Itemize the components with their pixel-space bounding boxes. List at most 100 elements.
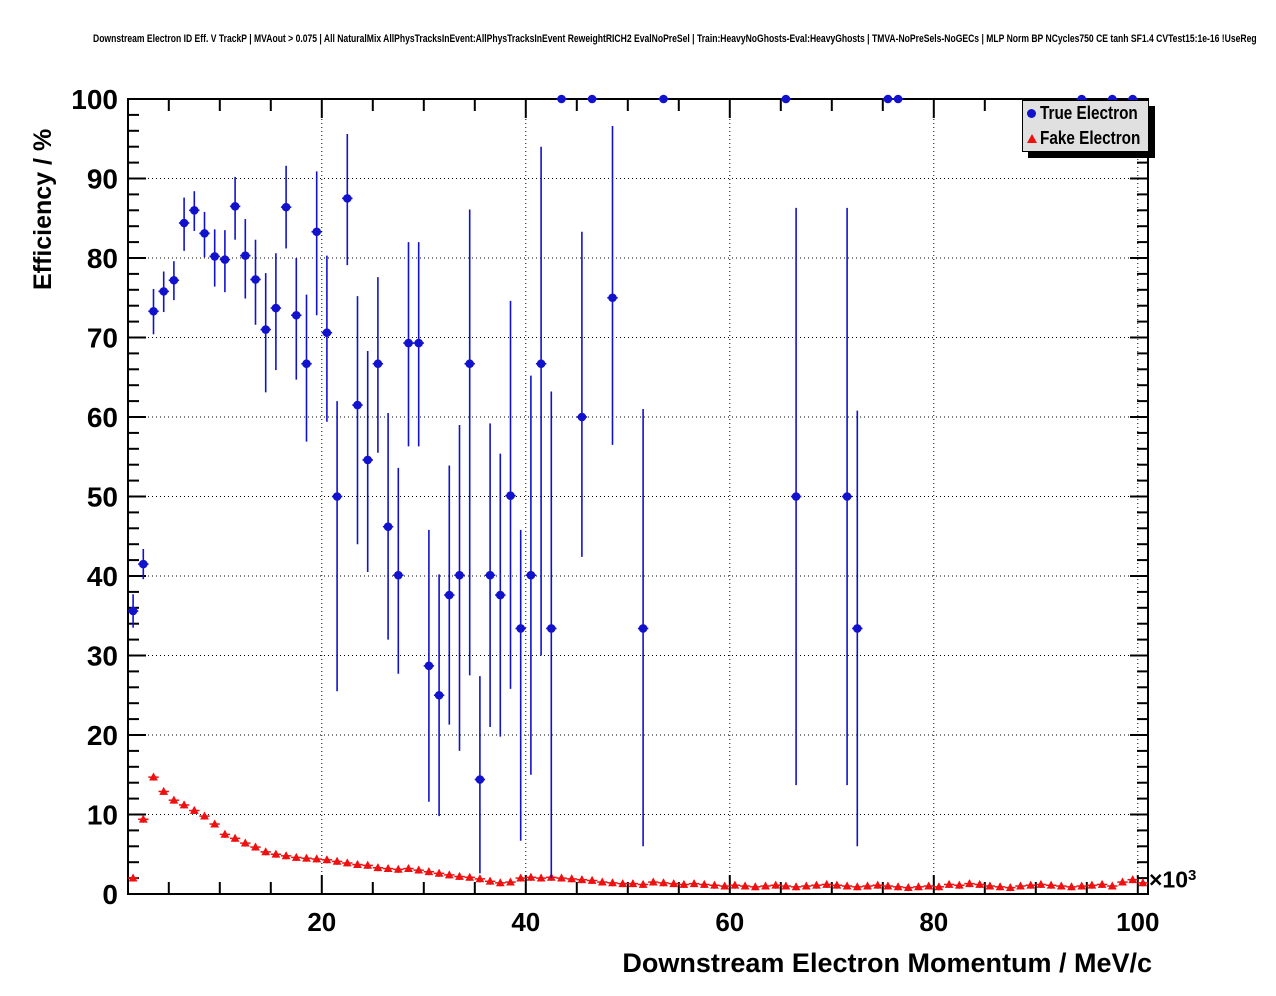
true-electron-point <box>547 624 556 633</box>
true-electron-point <box>179 218 189 228</box>
fake-electron-point <box>638 879 648 888</box>
true-electron-point <box>465 359 475 369</box>
fake-electron-point <box>710 880 719 889</box>
power-exponent: 3 <box>1188 867 1197 884</box>
true-electron-point <box>281 202 291 212</box>
fake-electron-point <box>1067 882 1076 891</box>
fake-electron-point <box>812 880 821 889</box>
true-electron-point <box>343 194 352 203</box>
true-electron-point <box>139 559 148 569</box>
true-electron-point <box>128 606 138 616</box>
true-electron-point <box>455 570 464 580</box>
true-electron-series <box>127 94 1138 879</box>
fake-electron-point <box>373 863 383 872</box>
legend-marker-cell <box>1023 133 1040 143</box>
fake-electron-point <box>516 873 526 882</box>
fake-electron-point <box>404 863 413 872</box>
y-tick-label: 10 <box>87 800 118 831</box>
true-electron-point <box>210 252 219 261</box>
fake-electron-point <box>791 882 801 891</box>
true-electron-point <box>424 661 434 671</box>
true-electron-point <box>659 94 668 104</box>
fake-electron-point <box>506 877 515 886</box>
true-electron-point <box>190 206 199 215</box>
fake-electron-point <box>944 879 954 888</box>
true-electron-point <box>251 275 260 284</box>
fake-electron-point <box>883 881 893 890</box>
fake-electron-point <box>1005 883 1015 892</box>
fake-electron-point <box>801 881 811 890</box>
true-electron-point <box>373 359 383 369</box>
fake-electron-point <box>169 795 179 804</box>
fake-electron-point <box>557 873 566 882</box>
fake-electron-point <box>1128 875 1138 884</box>
fake-electron-point <box>730 880 740 889</box>
legend-marker-cell <box>1023 109 1040 119</box>
fake-electron-point <box>220 829 230 838</box>
fake-electron-point <box>138 814 148 823</box>
true-electron-point <box>363 455 373 465</box>
fake-electron-point <box>597 877 607 886</box>
fake-electron-point <box>485 876 495 885</box>
x-tick-label: 20 <box>307 907 336 937</box>
legend-label-true-electron: True Electron <box>1040 103 1138 124</box>
true-electron-point <box>312 227 322 237</box>
fake-electron-point <box>1026 880 1036 889</box>
y-tick-label: 100 <box>71 84 118 115</box>
y-tick-label: 60 <box>87 402 118 433</box>
true-electron-point <box>394 570 403 580</box>
fake-electron-point <box>455 871 464 880</box>
fake-electron-point <box>281 851 291 860</box>
y-tick-label: 80 <box>87 243 118 274</box>
true-electron-point <box>434 690 444 700</box>
true-electron-point <box>638 624 648 633</box>
fake-electron-point <box>985 881 995 890</box>
fake-electron-point <box>1118 877 1127 886</box>
fake-electron-point <box>587 875 597 884</box>
true-electron-point <box>414 338 424 348</box>
fake-electron-point <box>179 800 189 809</box>
fake-electron-point <box>761 881 770 890</box>
fake-electron-point <box>475 874 485 883</box>
fake-electron-point <box>567 874 577 883</box>
fake-electron-point <box>863 881 872 890</box>
fake-electron-point <box>189 805 199 814</box>
y-tick-label: 50 <box>87 482 118 513</box>
fake-electron-point <box>893 882 903 891</box>
fake-electron-marker-icon <box>1026 133 1037 143</box>
fake-electron-point <box>495 878 505 887</box>
y-tick-label: 70 <box>87 323 118 354</box>
fake-electron-point <box>1107 881 1117 890</box>
true-electron-point <box>332 492 342 501</box>
x-tick-labels: 20 40 60 80 100 <box>307 907 1159 937</box>
fake-electron-point <box>842 881 852 890</box>
x-tick-label: 80 <box>919 907 948 937</box>
fake-electron-point <box>149 772 158 781</box>
fake-electron-point <box>873 880 883 889</box>
fake-electron-point <box>1056 881 1066 890</box>
y-tick-label: 90 <box>87 164 118 195</box>
legend-box: True Electron Fake Electron <box>1022 100 1149 152</box>
true-electron-point <box>526 570 536 580</box>
true-electron-point <box>241 251 250 260</box>
fake-electron-point <box>230 833 240 842</box>
fake-electron-point <box>383 863 393 872</box>
fake-electron-point <box>965 879 974 888</box>
true-electron-point <box>781 94 791 104</box>
fake-electron-point <box>903 883 913 892</box>
fake-electron-point <box>536 873 546 882</box>
fake-electron-point <box>740 881 750 890</box>
fake-electron-point <box>669 879 679 888</box>
x-axis-power-label: ×103 <box>1149 866 1196 894</box>
true-electron-point <box>445 590 454 600</box>
fake-electron-series <box>127 772 1149 892</box>
fake-electron-point <box>302 853 311 862</box>
fake-electron-point <box>577 875 587 884</box>
fake-electron-point <box>699 879 709 888</box>
true-electron-marker-icon <box>1027 109 1036 119</box>
fake-electron-point <box>434 868 444 877</box>
true-electron-point <box>383 522 393 532</box>
fake-electron-point <box>1138 878 1148 887</box>
grid-layer <box>128 99 1148 894</box>
